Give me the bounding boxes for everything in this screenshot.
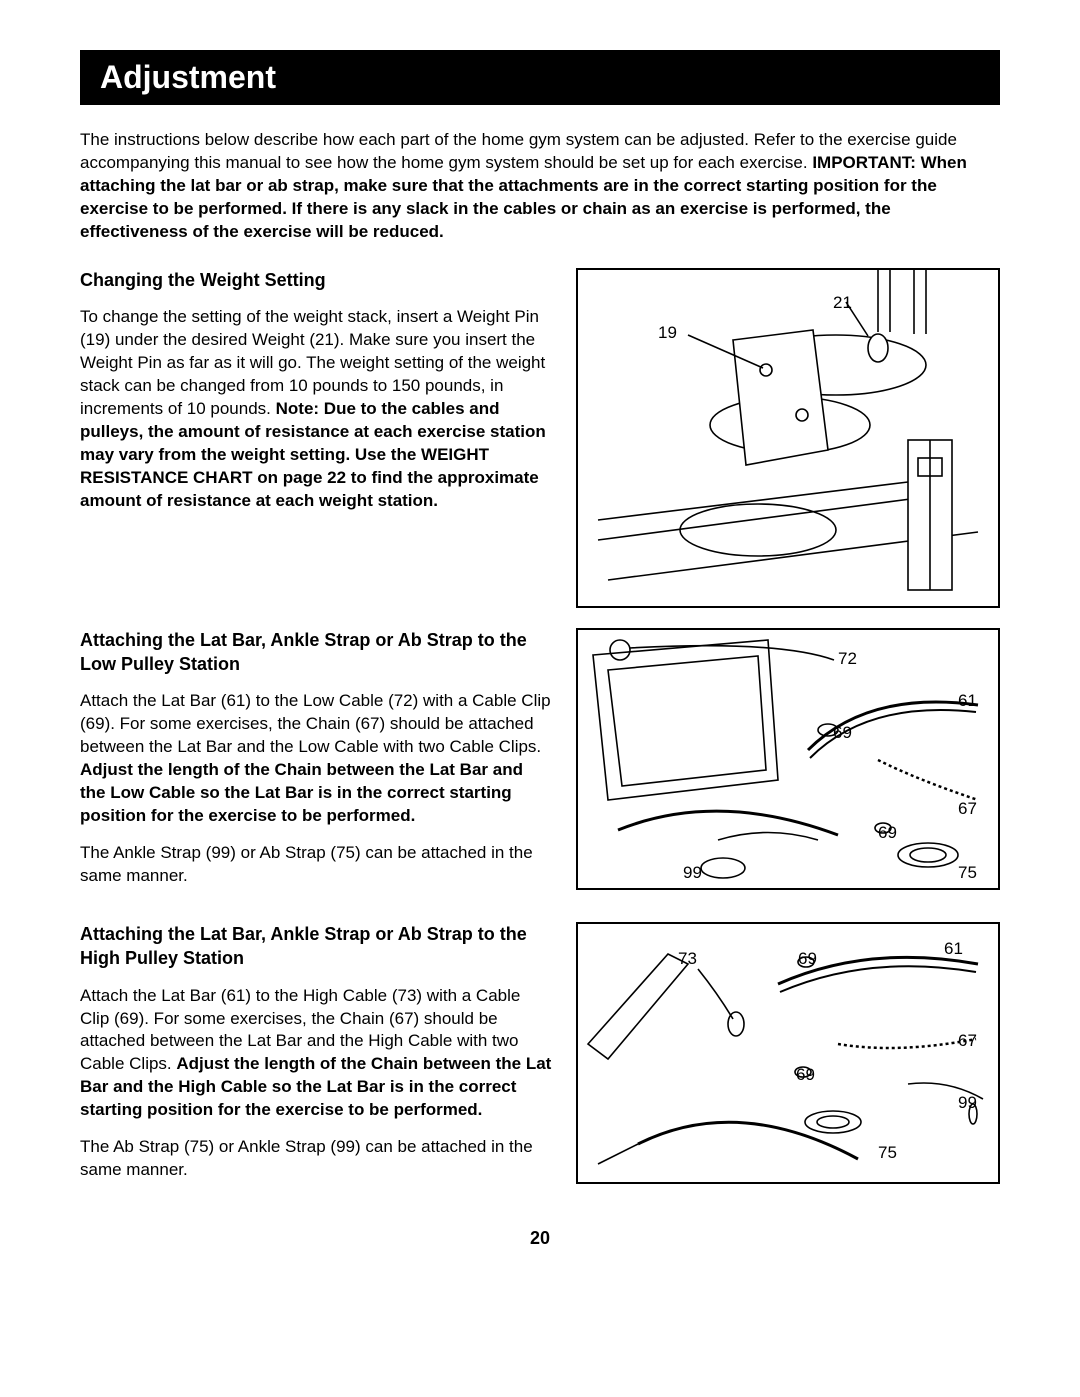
weight-stack-diagram	[578, 270, 998, 610]
paragraph: To change the setting of the weight stac…	[80, 306, 552, 512]
callout-label: 61	[944, 938, 963, 961]
figure-low-pulley: 72 61 69 67 69 75 99	[576, 628, 1000, 890]
callout-label: 73	[678, 948, 697, 971]
callout-label: 99	[958, 1092, 977, 1115]
paragraph: The Ankle Strap (99) or Ab Strap (75) ca…	[80, 842, 552, 888]
high-pulley-diagram	[578, 924, 998, 1186]
page-number: 20	[80, 1226, 1000, 1250]
callout-label: 75	[878, 1142, 897, 1165]
callout-label: 69	[878, 822, 897, 845]
figure-high-pulley: 73 69 61 67 69 99 75	[576, 922, 1000, 1184]
section-text-col: Attaching the Lat Bar, Ankle Strap or Ab…	[80, 922, 552, 1196]
callout-label: 67	[958, 1030, 977, 1053]
subheading: Attaching the Lat Bar, Ankle Strap or Ab…	[80, 628, 552, 677]
callout-label: 99	[683, 862, 702, 885]
para-plain: The Ankle Strap (99) or Ab Strap (75) ca…	[80, 843, 533, 885]
section-title: Adjustment	[100, 59, 276, 95]
paragraph: The Ab Strap (75) or Ankle Strap (99) ca…	[80, 1136, 552, 1182]
callout-label: 61	[958, 690, 977, 713]
section-text-col: Changing the Weight Setting To change th…	[80, 268, 552, 608]
subheading: Changing the Weight Setting	[80, 268, 552, 292]
figure-weight-stack: 21 19	[576, 268, 1000, 608]
section-low-pulley: Attaching the Lat Bar, Ankle Strap or Ab…	[80, 628, 1000, 902]
para-plain: The Ab Strap (75) or Ankle Strap (99) ca…	[80, 1137, 533, 1179]
para-bold: Adjust the length of the Chain between t…	[80, 760, 523, 825]
paragraph: Attach the Lat Bar (61) to the Low Cable…	[80, 690, 552, 828]
low-pulley-diagram	[578, 630, 998, 892]
callout-label: 69	[833, 722, 852, 745]
section-high-pulley: Attaching the Lat Bar, Ankle Strap or Ab…	[80, 922, 1000, 1196]
callout-label: 67	[958, 798, 977, 821]
para-plain: Attach the Lat Bar (61) to the Low Cable…	[80, 691, 551, 756]
callout-label: 19	[658, 322, 677, 345]
section-header: Adjustment	[80, 50, 1000, 105]
callout-label: 69	[796, 1064, 815, 1087]
callout-label: 69	[798, 948, 817, 971]
subheading: Attaching the Lat Bar, Ankle Strap or Ab…	[80, 922, 552, 971]
section-text-col: Attaching the Lat Bar, Ankle Strap or Ab…	[80, 628, 552, 902]
callout-label: 21	[833, 292, 852, 315]
section-weight-setting: Changing the Weight Setting To change th…	[80, 268, 1000, 608]
paragraph: Attach the Lat Bar (61) to the High Cabl…	[80, 985, 552, 1123]
intro-paragraph: The instructions below describe how each…	[80, 129, 1000, 244]
callout-label: 75	[958, 862, 977, 885]
callout-label: 72	[838, 648, 857, 671]
